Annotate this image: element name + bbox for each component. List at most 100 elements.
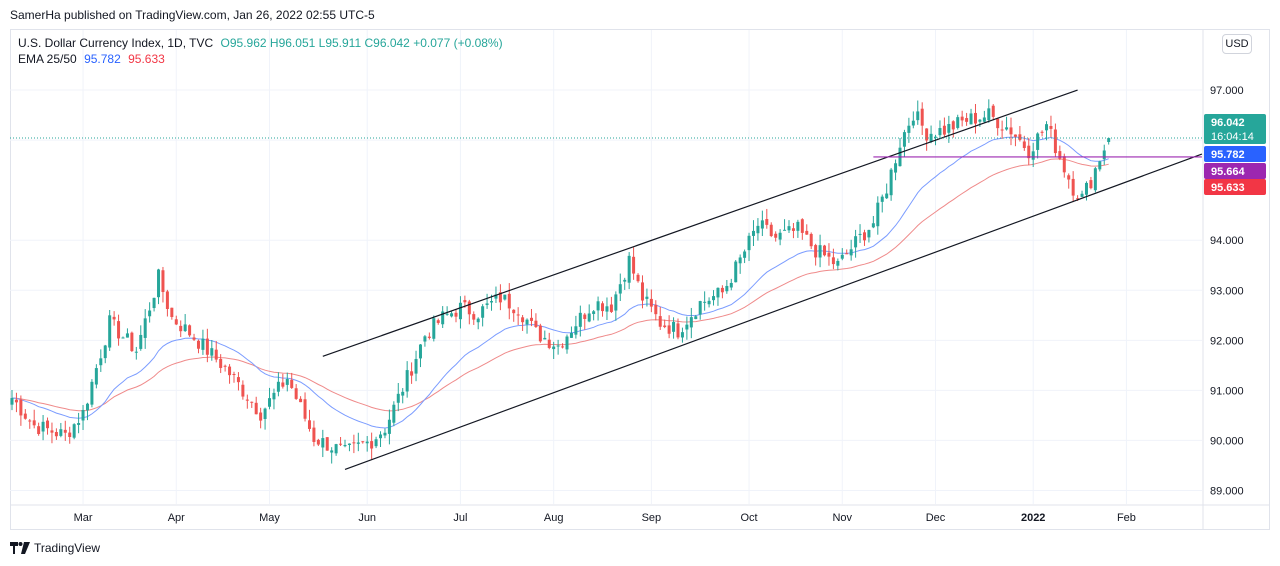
y-tick-label: 94.000	[1210, 235, 1244, 247]
legend-ema-label[interactable]: EMA 25/50	[18, 52, 77, 66]
chart-frame	[10, 29, 1270, 530]
candle-body	[490, 301, 494, 303]
candle	[569, 326, 573, 338]
candle	[814, 243, 818, 266]
candle-body	[503, 294, 507, 300]
candle-body	[245, 399, 249, 401]
legend-symbol-row: U.S. Dollar Currency Index, 1D, TVC O95.…	[18, 35, 503, 51]
candle	[276, 372, 280, 397]
candle-body	[139, 334, 143, 349]
candle	[1053, 123, 1057, 158]
candle-body	[654, 304, 658, 315]
candle	[601, 301, 605, 317]
candle-body	[516, 314, 520, 316]
candle-body	[72, 424, 76, 438]
candle-body	[605, 306, 609, 312]
candle-body	[694, 316, 698, 320]
candle	[476, 317, 480, 330]
y-tick-label: 92.000	[1210, 335, 1244, 347]
candle	[503, 294, 507, 301]
candle-body	[463, 300, 467, 303]
currency-button[interactable]: USD	[1222, 34, 1252, 54]
candle-body	[1058, 151, 1062, 159]
candle-body	[130, 332, 134, 352]
candle	[259, 407, 263, 429]
candle-body	[405, 370, 409, 392]
candle-body	[840, 254, 844, 259]
candle-body	[867, 229, 871, 238]
candle-body	[836, 260, 840, 266]
candle	[800, 218, 804, 240]
candle-body	[765, 219, 769, 225]
candle-body	[734, 261, 738, 283]
candle	[565, 334, 569, 354]
candle-body	[41, 421, 45, 432]
candle	[765, 208, 769, 229]
candle-body	[1000, 129, 1004, 131]
footer-brand: TradingView	[34, 541, 101, 555]
candle-body	[1040, 131, 1044, 133]
candle	[387, 409, 391, 445]
candle	[1084, 181, 1088, 201]
candle	[228, 364, 232, 384]
candle	[823, 244, 827, 257]
candle-body	[507, 293, 511, 309]
candle	[685, 316, 689, 340]
candle-body	[441, 311, 445, 325]
candle	[445, 306, 449, 316]
candle	[1027, 137, 1031, 166]
candle	[321, 429, 325, 458]
legend-high: H96.051	[269, 36, 316, 50]
candle	[920, 102, 924, 136]
candle	[454, 309, 458, 323]
candle-body	[254, 402, 258, 415]
candle-body	[498, 292, 502, 303]
candle-body	[263, 408, 267, 420]
candle	[805, 224, 809, 235]
candle	[1040, 130, 1044, 137]
candle	[1089, 176, 1093, 190]
candle	[28, 419, 32, 429]
candle	[778, 229, 782, 246]
candle-body	[19, 399, 23, 416]
candle	[312, 420, 316, 447]
candle	[605, 297, 609, 320]
candle-body	[512, 309, 516, 314]
drawings[interactable]	[10, 89, 1203, 471]
channel-upper-line[interactable]	[322, 89, 1078, 357]
candle	[831, 248, 835, 270]
candle	[268, 387, 272, 410]
legend-open: O95.962	[220, 36, 267, 50]
time-axis[interactable]: Mar Apr May Jun Jul Aug Sep Oct Nov Dec 2022 Feb	[74, 512, 1136, 524]
legend-change: +0.077 (+0.08%)	[413, 36, 503, 50]
candle	[1018, 126, 1022, 142]
candle	[241, 380, 245, 400]
channel-lower-line[interactable]	[344, 153, 1203, 471]
candle-body	[645, 296, 649, 299]
candle-body	[103, 345, 107, 359]
candle-body	[1049, 125, 1053, 129]
candle-body	[121, 337, 125, 339]
candle-body	[170, 307, 174, 317]
candle	[880, 194, 884, 213]
candle	[712, 290, 716, 306]
candle-body	[609, 304, 613, 312]
candle-body	[729, 282, 733, 288]
candle-body	[845, 253, 849, 255]
candle-body	[423, 336, 427, 342]
candle-body	[1067, 175, 1071, 180]
candle-body	[285, 378, 289, 385]
candle-body	[343, 444, 347, 447]
legend-symbol[interactable]: U.S. Dollar Currency Index, 1D, TVC	[18, 36, 214, 50]
candle-body	[23, 413, 27, 419]
candle	[854, 229, 858, 258]
candle-body	[334, 444, 338, 454]
horizontal-level-badge-bg	[1204, 163, 1266, 179]
candle-body	[814, 245, 818, 258]
candle	[574, 315, 578, 339]
x-tick-label: May	[259, 512, 280, 524]
candle	[19, 395, 23, 426]
candle	[862, 229, 866, 246]
candle-body	[1009, 127, 1013, 135]
